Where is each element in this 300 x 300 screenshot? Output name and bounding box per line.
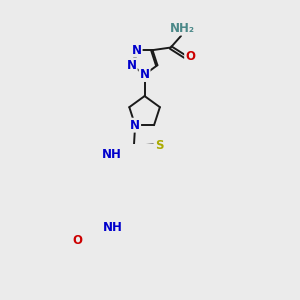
Text: NH: NH — [102, 148, 122, 161]
Text: S: S — [155, 140, 163, 152]
Text: NH: NH — [103, 221, 122, 234]
Text: NH₂: NH₂ — [170, 22, 195, 34]
Text: N: N — [140, 68, 150, 81]
Text: O: O — [73, 234, 82, 247]
Text: O: O — [185, 50, 195, 63]
Text: N: N — [127, 59, 137, 72]
Text: N: N — [132, 44, 142, 57]
Text: N: N — [130, 119, 140, 132]
